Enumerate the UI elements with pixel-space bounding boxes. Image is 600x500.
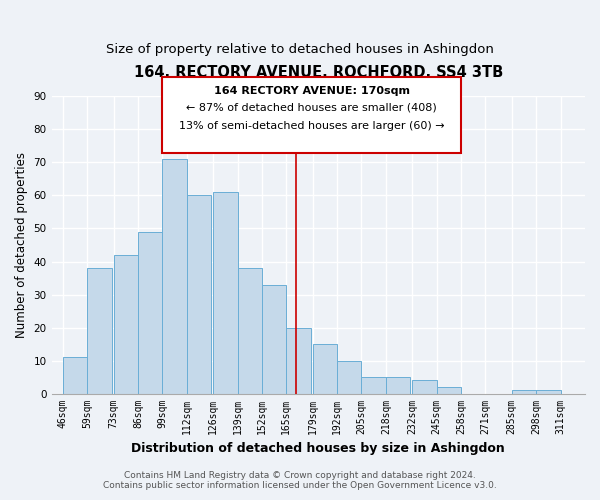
Bar [213,192,238,394]
Text: Contains HM Land Registry data © Crown copyright and database right 2024.
Contai: Contains HM Land Registry data © Crown c… [103,470,497,490]
Bar [412,380,437,394]
Bar [512,390,536,394]
Bar [386,377,410,394]
Bar [187,196,211,394]
Bar [163,159,187,394]
Bar [87,268,112,394]
Text: 164 RECTORY AVENUE: 170sqm: 164 RECTORY AVENUE: 170sqm [214,86,410,97]
Y-axis label: Number of detached properties: Number of detached properties [15,152,28,338]
Bar [313,344,337,394]
Text: Size of property relative to detached houses in Ashingdon: Size of property relative to detached ho… [106,42,494,56]
Bar [337,360,361,394]
Bar [63,357,87,394]
Text: ← 87% of detached houses are smaller (408): ← 87% of detached houses are smaller (40… [187,103,437,113]
Title: 164, RECTORY AVENUE, ROCHFORD, SS4 3TB: 164, RECTORY AVENUE, ROCHFORD, SS4 3TB [134,65,503,80]
Bar [437,387,461,394]
Bar [238,268,262,394]
Bar [138,232,163,394]
X-axis label: Distribution of detached houses by size in Ashingdon: Distribution of detached houses by size … [131,442,505,455]
Bar [286,328,311,394]
Bar [113,255,138,394]
Bar [262,284,286,394]
Text: 13% of semi-detached houses are larger (60) →: 13% of semi-detached houses are larger (… [179,121,445,131]
Bar [163,76,461,152]
Bar [361,377,386,394]
Bar [536,390,560,394]
